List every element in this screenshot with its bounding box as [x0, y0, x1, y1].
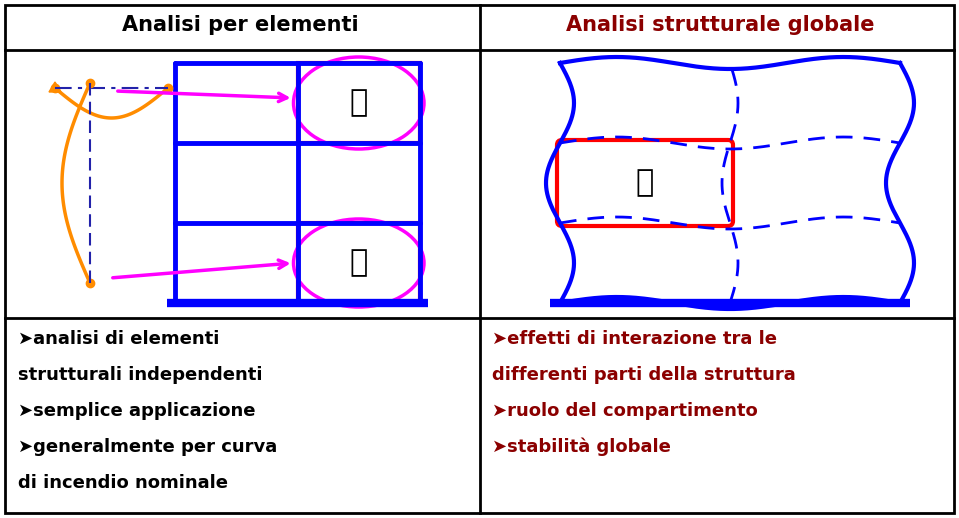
Text: ➤stabilità globale: ➤stabilità globale: [492, 438, 671, 456]
Text: ➤analisi di elementi: ➤analisi di elementi: [18, 330, 220, 348]
Text: ➤ruolo del compartimento: ➤ruolo del compartimento: [492, 402, 758, 420]
Text: di incendio nominale: di incendio nominale: [18, 474, 228, 492]
Bar: [297, 223, 420, 303]
Text: 🔥: 🔥: [636, 168, 654, 197]
Text: Analisi strutturale globale: Analisi strutturale globale: [566, 15, 875, 35]
Polygon shape: [49, 82, 61, 92]
Text: 🔥: 🔥: [350, 89, 368, 118]
Text: strutturali independenti: strutturali independenti: [18, 366, 263, 384]
Text: ➤effetti di interazione tra le: ➤effetti di interazione tra le: [492, 330, 777, 348]
Text: Analisi per elementi: Analisi per elementi: [122, 15, 359, 35]
Text: ➤semplice applicazione: ➤semplice applicazione: [18, 402, 255, 420]
Bar: [297, 63, 420, 143]
Text: 🔥: 🔥: [350, 249, 368, 278]
Text: ➤generalmente per curva: ➤generalmente per curva: [18, 438, 277, 456]
Text: differenti parti della struttura: differenti parti della struttura: [492, 366, 796, 384]
